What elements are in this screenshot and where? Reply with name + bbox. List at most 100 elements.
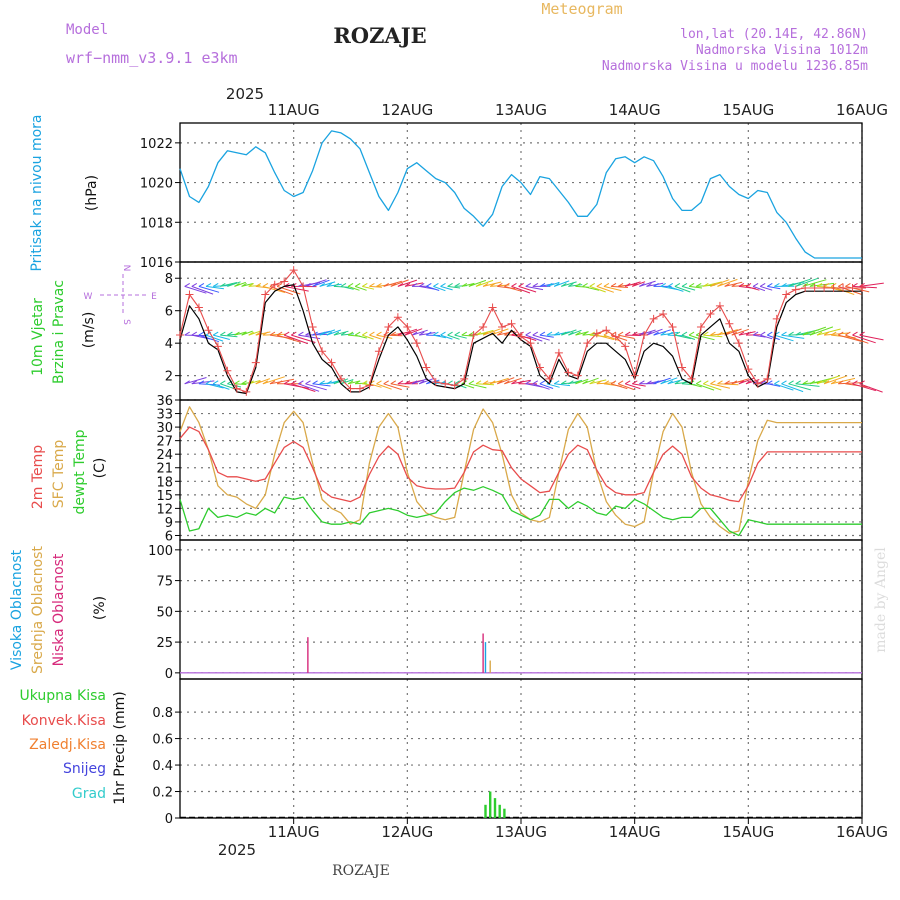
wind-arrow-head [326, 282, 333, 287]
wind-arrow-head [539, 282, 546, 287]
wind-arrow-head [362, 331, 368, 336]
wind-arrow [447, 334, 460, 340]
wind-arrow-head [781, 331, 787, 336]
wind-arrow-head [518, 380, 524, 385]
wind-arrow [646, 282, 664, 287]
wind-arrow-head [191, 282, 198, 287]
wind-arrow [753, 334, 766, 338]
wind-arrow-head [440, 282, 446, 287]
wind-arrow [838, 382, 863, 385]
wind-arrow [248, 285, 261, 287]
bottom-day-label: 16AUG [836, 823, 888, 841]
cloud-ytick-label: 50 [156, 605, 173, 620]
precip-bar [498, 804, 501, 818]
wind-arrow-head [390, 380, 397, 385]
wind-arrow-head [845, 380, 851, 385]
wind-arrow-head [809, 331, 816, 336]
wind-arrow-head [539, 331, 546, 336]
wind-arrow-head [454, 380, 460, 385]
wind-arrow-head [369, 331, 375, 336]
wind-gust-marker [289, 266, 298, 275]
sfc-temp-line [179, 406, 862, 534]
wind-arrow-head [653, 282, 659, 287]
temp-label-dew: dewpt Temp [72, 429, 88, 514]
wind-arrow [681, 285, 696, 291]
wind-arrow [490, 377, 509, 385]
wind-arrow-head [390, 331, 397, 336]
wind-arrow-head [262, 282, 269, 287]
wind-arrow [205, 383, 224, 389]
wind-arrow [383, 334, 403, 337]
wind-arrow [326, 283, 342, 287]
wind-arrow-head [575, 331, 581, 336]
wind-arrow-head [298, 331, 304, 336]
model-elevation-label: Nadmorska Visina u modelu 1236.85m [602, 59, 868, 74]
wind-arrow-head [482, 331, 489, 336]
wind-arrow-head [489, 380, 496, 385]
wind-arrow [639, 280, 656, 287]
wind-arrow-head [319, 380, 325, 385]
wind-arrow-head [397, 380, 404, 385]
wind-arrow [738, 331, 756, 336]
wind-arrow [838, 334, 863, 342]
wind-arrow [852, 334, 876, 344]
wind-arrow [767, 383, 781, 387]
bottom-day-labels: 11AUG 12AUG 13AUG 14AUG 15AUG 16AUG [268, 823, 888, 841]
wind-arrow [582, 377, 599, 385]
wind-gust-marker [839, 283, 848, 292]
precip-legend-frozen: Zaledj.Kisa [29, 737, 106, 753]
wind-gust-marker [507, 319, 516, 328]
cloud-ytick-label: 25 [156, 636, 173, 651]
wind-arrow [383, 383, 402, 391]
wind-gust-marker [355, 384, 364, 393]
wind-arrow-head [795, 282, 801, 287]
compass-north: N [121, 265, 131, 272]
pressure-ytick-label: 1022 [140, 137, 173, 152]
wind-arrow [333, 330, 349, 336]
wind-arrow [468, 383, 487, 389]
wind-arrow [859, 383, 883, 393]
wind-arrow-head [809, 380, 816, 385]
wind-arrow [276, 334, 301, 343]
wind-arrow-head [241, 380, 247, 385]
wind-arrow-head [752, 282, 759, 287]
t2m-line [179, 426, 862, 503]
wind-arrow [376, 383, 392, 390]
wind-arrow [369, 285, 383, 288]
wind-arrow-head [475, 282, 482, 287]
wind-arrow [340, 333, 355, 336]
cloud-label-low: Niska Oblacnost [51, 553, 67, 666]
wind-arrow [291, 383, 316, 392]
wind-arrow [220, 334, 238, 338]
cloud-plot [180, 633, 862, 674]
wind-arrow [504, 377, 522, 385]
wind-gust-marker [706, 309, 715, 318]
wind-arrow-head [589, 331, 595, 336]
wind-gust-marker [194, 303, 203, 312]
wind-arrow-head [674, 380, 681, 385]
wind-arrow [397, 279, 418, 287]
wind-arrow-head [354, 331, 361, 336]
wind-arrow-head [227, 380, 233, 385]
wind-arrow-head [454, 331, 460, 336]
wind-arrow-head [347, 282, 354, 287]
wind-arrow-head [362, 282, 368, 287]
wind-arrow-head [376, 282, 382, 287]
wind-arrow [347, 380, 360, 385]
wind-arrow-head [745, 380, 752, 385]
wind-arrow [582, 285, 600, 291]
wind-arrow-head [788, 282, 794, 287]
wind-arrow [305, 279, 327, 287]
wind-arrow-head [759, 282, 766, 287]
wind-arrow-head [504, 331, 510, 336]
y-tick-labels: 1016101810201022246869121518212427303336… [140, 137, 173, 827]
wind-arrow [262, 285, 286, 293]
wind-arrow-head [504, 282, 510, 287]
wind-arrow-head [823, 282, 830, 287]
wind-arrow-head [767, 380, 773, 385]
meteogram-title: Meteogram [541, 0, 622, 18]
wind-arrow-head [830, 380, 837, 385]
wind-arrow-head [617, 380, 624, 385]
wind-gust-marker [791, 285, 800, 294]
wind-arrow-head [717, 282, 723, 287]
